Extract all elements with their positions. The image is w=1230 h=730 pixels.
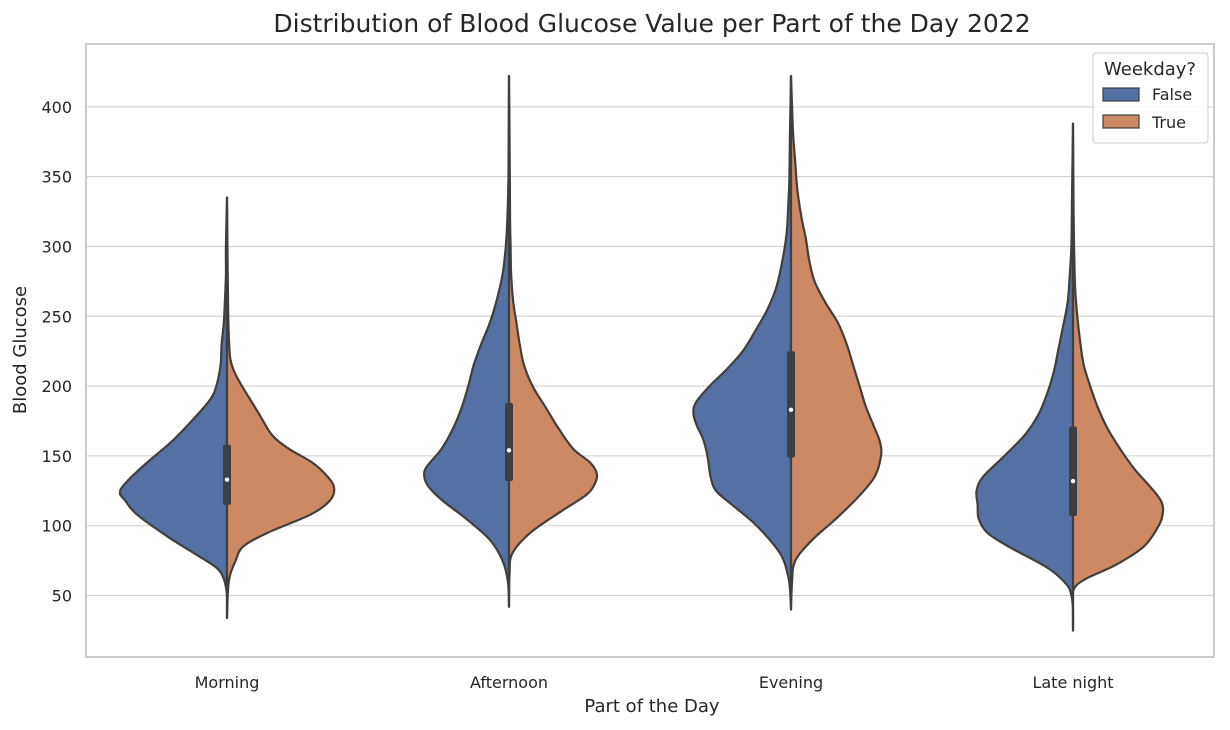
iqr-box [1069, 426, 1077, 516]
median-point [506, 448, 512, 453]
violin-half-false [692, 75, 793, 611]
chart-title: Distribution of Blood Glucose Value per … [273, 9, 1030, 38]
x-tick-label: Afternoon [470, 673, 548, 692]
legend-label-true: True [1151, 113, 1186, 132]
y-tick-label: 200 [41, 377, 72, 396]
legend: Weekday? False True [1092, 52, 1209, 144]
iqr-box [505, 402, 513, 482]
iqr-box [223, 444, 231, 505]
x-tick-label: Morning [195, 673, 260, 692]
y-tick-label: 50 [52, 587, 72, 606]
median-point [788, 407, 794, 413]
x-tick-label: Evening [759, 673, 823, 692]
legend-title: Weekday? [1104, 59, 1196, 80]
y-tick-label: 400 [41, 98, 72, 117]
y-axis-label: Blood Glucose [10, 286, 31, 414]
violin-half-false [975, 122, 1075, 632]
y-tick-label: 300 [41, 237, 72, 256]
violin-half-false [118, 196, 229, 620]
y-tick-label: 150 [41, 447, 72, 466]
violin-half-true [789, 75, 883, 611]
violin-half-true [1071, 122, 1165, 632]
x-axis-label: Part of the Day [584, 696, 719, 717]
legend-swatch-false [1102, 87, 1140, 102]
y-tick-label: 350 [41, 168, 72, 187]
legend-label-false: False [1152, 85, 1192, 104]
median-point [224, 477, 230, 482]
violin-half-false [423, 75, 511, 608]
y-tick-label: 250 [41, 307, 72, 326]
box-markers [223, 148, 1077, 596]
violins [118, 75, 1165, 632]
y-axis-ticks: 50 100 150 200 250 300 350 400 [41, 98, 72, 606]
x-axis-ticks: Morning Afternoon Evening Late night [195, 673, 1114, 692]
legend-swatch-true [1102, 114, 1140, 129]
violin-half-true [507, 75, 599, 608]
median-point [1070, 478, 1076, 484]
iqr-box [787, 351, 795, 458]
y-tick-label: 100 [41, 517, 72, 536]
x-tick-label: Late night [1032, 673, 1113, 692]
violin-half-true [225, 196, 336, 620]
